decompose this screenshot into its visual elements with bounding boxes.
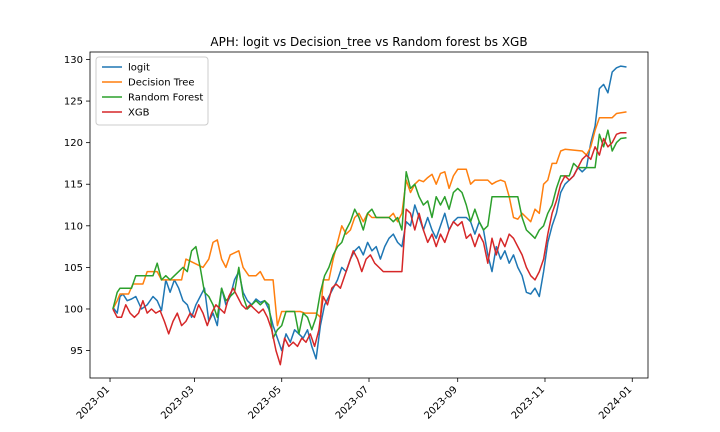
series-group — [112, 65, 627, 366]
x-tick-label: 2023-03 — [159, 384, 196, 421]
x-axis: 2023-01 2023-03 2023-05 2023-07 2023-09 2023-… — [75, 378, 634, 422]
y-tick-label: 115 — [64, 180, 83, 191]
legend-label: Random Forest — [128, 93, 203, 104]
y-tick-label: 105 — [64, 263, 83, 274]
x-tick-label: 2024-01 — [597, 384, 634, 421]
chart-title: APH: logit vs Decision_tree vs Random fo… — [210, 35, 527, 49]
x-tick-label: 2023-09 — [422, 384, 459, 421]
y-tick-label: 100 — [64, 304, 83, 315]
y-axis: 95 100 105 110 115 120 125 130 — [64, 55, 90, 357]
series-line-logit — [112, 65, 627, 360]
x-tick-label: 2023-05 — [247, 384, 284, 421]
y-tick-label: 120 — [64, 138, 83, 149]
series-line-xgb — [112, 131, 627, 366]
y-tick-label: 95 — [70, 346, 83, 357]
series-line-decision-tree — [112, 111, 627, 327]
x-tick-label: 2023-07 — [334, 384, 371, 421]
x-tick-label: 2023-01 — [75, 384, 112, 421]
y-tick-label: 110 — [64, 221, 83, 232]
x-tick-label: 2023-11 — [510, 384, 547, 421]
legend: logit Decision Tree Random Forest XGB — [95, 56, 209, 126]
legend-label: logit — [128, 63, 150, 74]
legend-label: XGB — [128, 108, 150, 119]
y-tick-label: 130 — [64, 55, 83, 66]
series-line-random-forest — [112, 129, 627, 339]
legend-label: Decision Tree — [128, 78, 195, 89]
legend-box — [95, 56, 209, 126]
y-tick-label: 125 — [64, 97, 83, 108]
